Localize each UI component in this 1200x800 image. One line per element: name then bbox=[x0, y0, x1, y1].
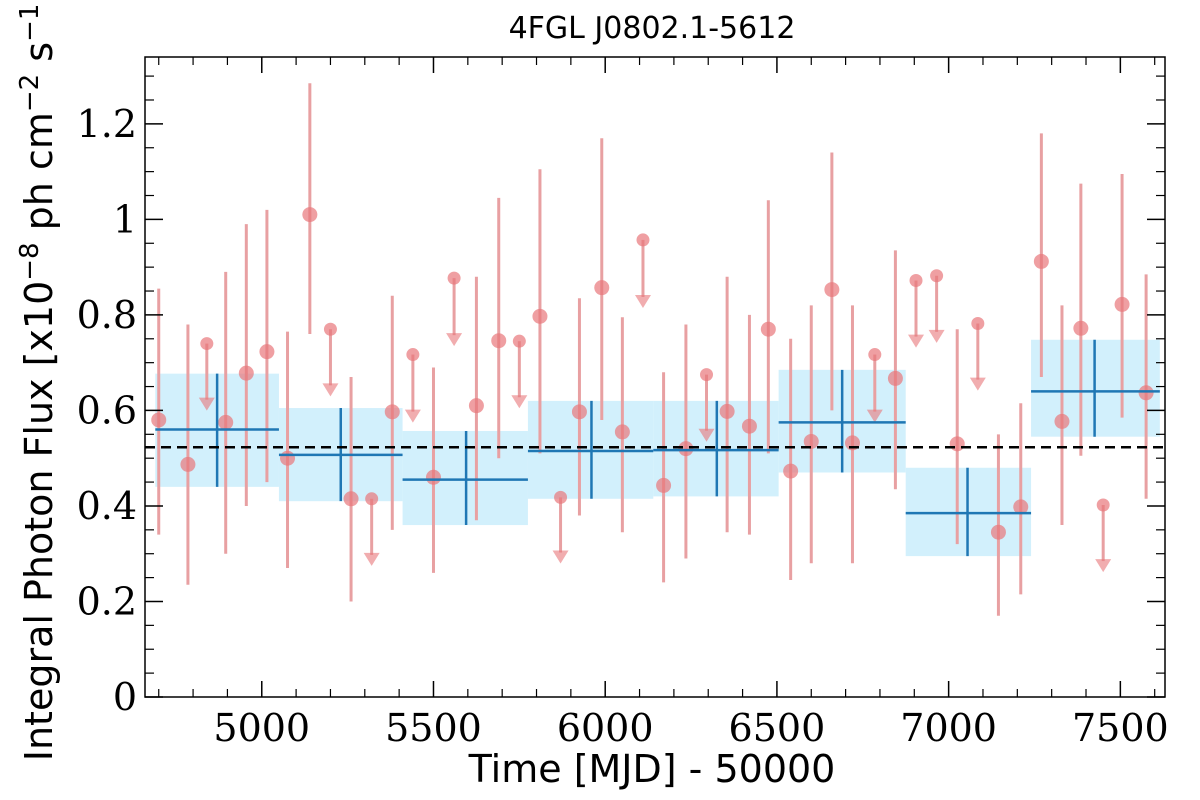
chart-title: 4FGL J0802.1-5612 bbox=[509, 11, 796, 46]
data-point-27 bbox=[990, 524, 1006, 540]
upper-limit-point-7 bbox=[636, 233, 650, 247]
upper-limit-arrow-2 bbox=[363, 552, 380, 566]
data-point-19 bbox=[741, 418, 757, 434]
y-tick-label-6: 1.2 bbox=[77, 102, 137, 146]
upper-limit-arrow-9 bbox=[866, 409, 883, 423]
data-point-8 bbox=[384, 404, 400, 420]
axes: 5000 5500 6000 6500 7000 7500 0 0.2 0.4 0.6 0.8 1 1.… bbox=[77, 56, 1169, 750]
upper-limit-arrow-1 bbox=[322, 383, 339, 397]
upper-limit-point-5 bbox=[512, 334, 526, 348]
upper-limit-point-6 bbox=[554, 490, 568, 504]
y-tick-label-1: 0.2 bbox=[77, 579, 137, 623]
data-point-7 bbox=[343, 491, 359, 507]
data-point-22 bbox=[803, 433, 819, 449]
y-axis-title-exp2: −2 bbox=[15, 74, 45, 112]
upper-limit-point-1 bbox=[323, 322, 337, 336]
data-point-10 bbox=[468, 398, 484, 414]
data-point-0 bbox=[151, 412, 167, 428]
x-tick-label-2: 6000 bbox=[557, 706, 654, 750]
data-point-5 bbox=[302, 207, 318, 223]
y-tick-label-2: 0.4 bbox=[77, 484, 137, 528]
upper-limit-point-2 bbox=[365, 492, 379, 506]
y-axis-title-end: ] bbox=[17, 0, 61, 4]
data-point-6 bbox=[280, 450, 296, 466]
x-tick-label-3: 6500 bbox=[729, 706, 826, 750]
y-axis-title-main: Integral Photon Flux [x10 bbox=[17, 281, 61, 762]
x-tick-label-1: 5500 bbox=[385, 706, 482, 750]
upper-limit-arrow-13 bbox=[1095, 559, 1112, 573]
data-point-16 bbox=[656, 477, 672, 493]
data-point-13 bbox=[571, 404, 587, 420]
upper-limit-arrow-5 bbox=[511, 395, 528, 409]
upper-limit-point-13 bbox=[1096, 498, 1110, 512]
data-point-31 bbox=[1073, 320, 1089, 336]
data-point-12 bbox=[532, 308, 548, 324]
binned-flux bbox=[155, 339, 1160, 557]
data-point-25 bbox=[887, 370, 903, 386]
y-axis-title-s: s bbox=[17, 42, 61, 74]
y-axis-title-exp1: −8 bbox=[15, 242, 45, 280]
upper-limit-point-9 bbox=[868, 348, 882, 362]
upper-limit-arrow-6 bbox=[552, 550, 569, 564]
upper-limit-arrow-4 bbox=[446, 333, 463, 347]
data-point-15 bbox=[614, 424, 630, 440]
upper-limit-arrow-3 bbox=[404, 409, 421, 423]
y-axis-title: Integral Photon Flux [x10−8 ph cm−2 s−1] bbox=[15, 0, 61, 761]
upper-limit-arrow-10 bbox=[908, 334, 925, 348]
y-tick-label-4: 0.8 bbox=[77, 293, 137, 337]
x-axis-title: Time [MJD] - 50000 bbox=[468, 747, 836, 791]
upper-limit-point-8 bbox=[700, 368, 714, 382]
data-point-14 bbox=[594, 280, 610, 296]
data-point-29 bbox=[1033, 253, 1049, 269]
data-points bbox=[151, 207, 1154, 540]
data-point-33 bbox=[1138, 385, 1154, 401]
data-point-20 bbox=[760, 321, 776, 337]
x-tick-label-5: 7500 bbox=[1072, 706, 1169, 750]
upper-limit-point-4 bbox=[447, 271, 461, 285]
y-tick-label-3: 0.6 bbox=[77, 388, 137, 432]
upper-limit-point-12 bbox=[971, 317, 985, 331]
y-tick-label-5: 1 bbox=[113, 197, 137, 241]
y-axis-title-mid: ph cm bbox=[17, 112, 61, 242]
upper-limit-point-0 bbox=[200, 337, 214, 351]
upper-limit-point-10 bbox=[909, 274, 923, 288]
upper-limit-point-11 bbox=[930, 269, 944, 283]
upper-limit-arrow-8 bbox=[698, 428, 715, 442]
data-point-1 bbox=[180, 456, 196, 472]
y-tick-label-0: 0 bbox=[113, 675, 137, 719]
data-point-11 bbox=[491, 333, 507, 349]
upper-limit-arrow-12 bbox=[969, 377, 986, 391]
data-point-30 bbox=[1054, 413, 1070, 429]
y-axis-title-exp3: −1 bbox=[15, 4, 45, 42]
data-point-23 bbox=[824, 282, 840, 298]
data-point-3 bbox=[238, 365, 254, 381]
upper-limit-arrow-7 bbox=[634, 294, 651, 308]
data-point-26 bbox=[949, 436, 965, 452]
data-point-28 bbox=[1013, 499, 1029, 515]
data-point-32 bbox=[1114, 296, 1130, 312]
upper-limit-point-3 bbox=[406, 348, 420, 362]
x-tick-label-4: 7000 bbox=[900, 706, 997, 750]
data-point-18 bbox=[719, 403, 735, 419]
upper-limit-arrow-0 bbox=[198, 397, 215, 411]
data-point-17 bbox=[678, 441, 694, 457]
data-point-4 bbox=[259, 344, 275, 360]
upper-limit-arrow-11 bbox=[928, 329, 945, 343]
data-point-2 bbox=[218, 414, 234, 430]
data-point-9 bbox=[425, 469, 441, 485]
x-tick-label-0: 5000 bbox=[213, 706, 310, 750]
data-point-21 bbox=[783, 463, 799, 479]
plot-frame bbox=[144, 56, 1166, 698]
